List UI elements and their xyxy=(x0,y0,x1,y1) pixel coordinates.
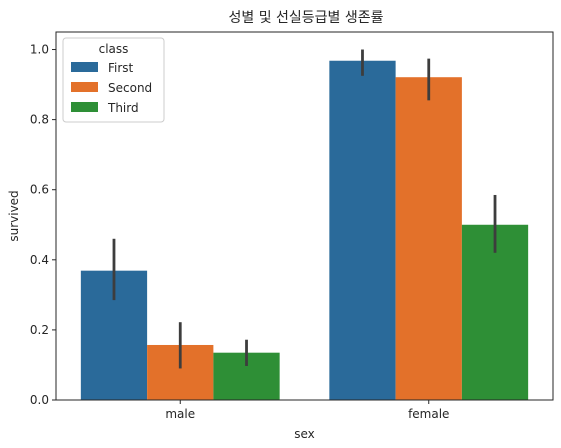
bar-second-female xyxy=(395,77,462,400)
y-tick-label: 0.8 xyxy=(30,113,49,127)
legend-box xyxy=(62,37,165,123)
plot-area xyxy=(80,49,529,401)
legend-label-first: First xyxy=(108,61,134,75)
legend-label-second: Second xyxy=(108,81,152,95)
chart-title: 성별 및 선실등급별 생존률 xyxy=(228,10,383,26)
y-tick-label: 0.4 xyxy=(30,253,49,267)
y-tick-label: 0.2 xyxy=(30,323,49,337)
legend-swatch-second xyxy=(71,82,98,92)
legend-swatch-first xyxy=(71,62,98,72)
legend: class First Second Third xyxy=(62,37,165,123)
x-axis-label: sex xyxy=(294,427,315,441)
x-tick-label-male: male xyxy=(165,407,195,421)
y-axis-label: survived xyxy=(7,190,21,241)
y-axis: 0.0 0.2 0.4 0.6 0.8 1.0 xyxy=(30,43,56,407)
x-tick-label-female: female xyxy=(408,407,449,421)
y-tick-label: 1.0 xyxy=(30,43,49,57)
legend-swatch-third xyxy=(71,102,98,112)
legend-label-third: Third xyxy=(107,101,139,115)
bar-first-female xyxy=(329,60,396,401)
bar-third-female xyxy=(461,224,529,400)
y-tick-label: 0.6 xyxy=(30,183,49,197)
x-axis: male female xyxy=(165,400,449,421)
y-tick-label: 0.0 xyxy=(30,393,49,407)
legend-title: class xyxy=(99,42,129,56)
plot-frame xyxy=(55,31,554,401)
